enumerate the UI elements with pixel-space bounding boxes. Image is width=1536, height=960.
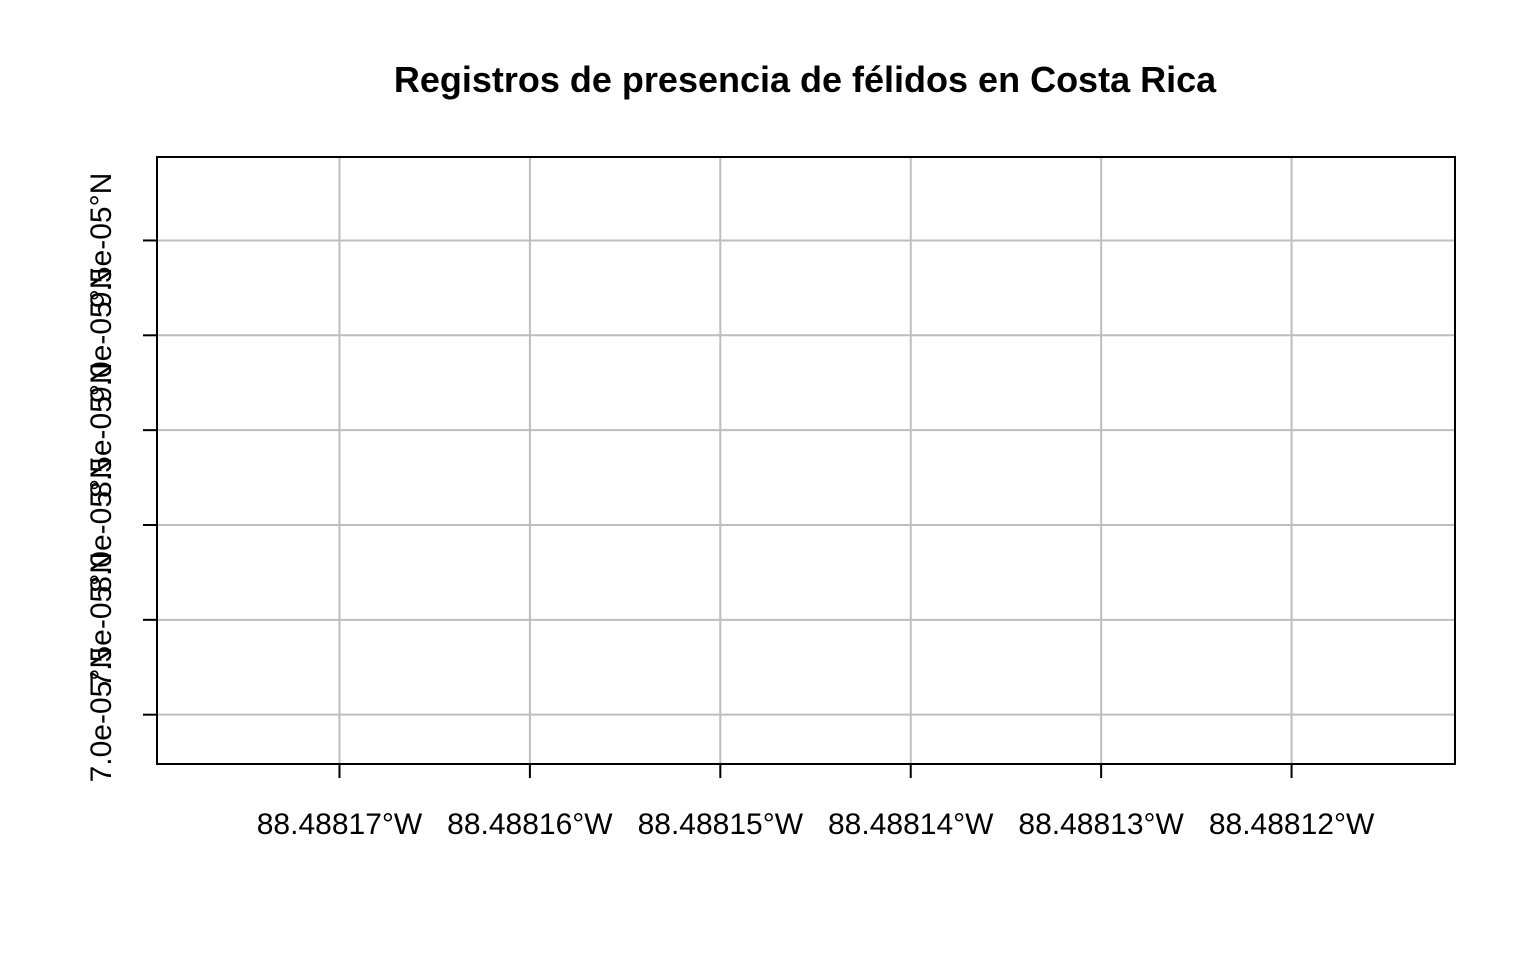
- y-tick-label: 9.0e-05°N: [85, 268, 118, 403]
- x-tick-label: 88.48815°W: [638, 808, 804, 841]
- x-tick-label: 88.48812°W: [1209, 808, 1375, 841]
- x-axis: 88.48817°W 88.48816°W 88.48815°W 88.48814°W…: [257, 764, 1375, 841]
- plot-frame: [156, 156, 1456, 765]
- x-tick-label: 88.48813°W: [1018, 808, 1184, 841]
- y-axis: 7.0e-05°N7.5e-05°N8.0e-05°N8.5e-05°N9.0e…: [85, 173, 157, 782]
- chart-title: Registros de presencia de félidos en Cos…: [394, 59, 1217, 100]
- x-tick-label: 88.48814°W: [828, 808, 994, 841]
- y-tick-label: 8.5e-05°N: [85, 362, 118, 497]
- y-tick-label: 7.5e-05°N: [85, 552, 118, 687]
- y-tick-label: 9.5e-05°N: [85, 173, 118, 308]
- x-tick-label: 88.48816°W: [447, 808, 613, 841]
- y-tick-label: 7.0e-05°N: [85, 647, 118, 782]
- grid: [157, 157, 1455, 764]
- y-tick-label: 8.0e-05°N: [85, 457, 118, 592]
- x-tick-label: 88.48817°W: [257, 808, 423, 841]
